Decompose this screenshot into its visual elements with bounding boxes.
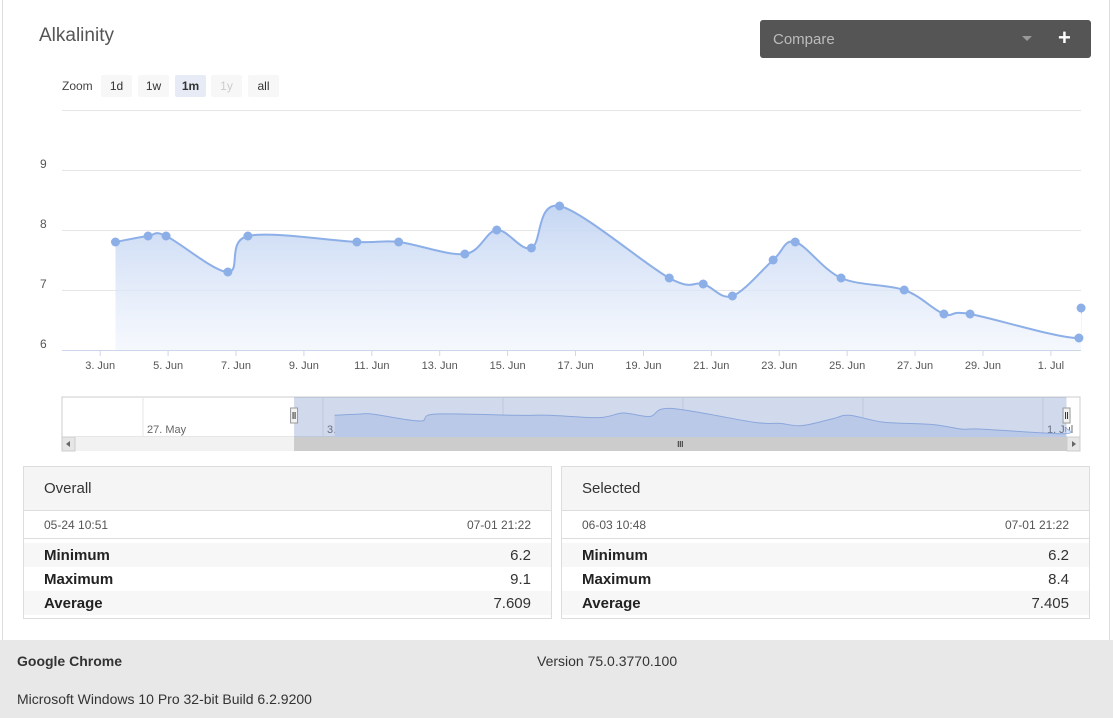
data-point bbox=[555, 201, 565, 211]
data-point bbox=[526, 243, 536, 253]
data-point bbox=[939, 309, 949, 319]
y-tick-label: 7 bbox=[40, 277, 47, 291]
data-point bbox=[899, 285, 909, 295]
stat-row: Maximum 9.1 bbox=[24, 567, 551, 591]
x-tick-label: 25. Jun bbox=[829, 360, 865, 372]
stat-value: 7.405 bbox=[1031, 594, 1069, 612]
stats-panel: Selected 06-03 10:48 07-01 21:22 Minimum 6.2… bbox=[561, 466, 1090, 619]
stat-label: Average bbox=[44, 594, 103, 612]
navigator-line bbox=[334, 407, 1072, 435]
arrow-right bbox=[1072, 441, 1076, 447]
x-tick-label: 13. Jun bbox=[422, 360, 458, 372]
chart: 6 7 8 9 3. Jun 5. Jun 7. Jun 9. Jun 11. Jun 13. J… bbox=[40, 110, 1086, 452]
x-tick-label: 7. Jun bbox=[221, 360, 251, 372]
data-point bbox=[223, 267, 233, 277]
series-line bbox=[115, 204, 1082, 340]
browser-version: Version 75.0.3770.100 bbox=[537, 653, 678, 669]
x-tick-label: 1. Jul bbox=[1038, 360, 1064, 372]
data-point bbox=[836, 273, 846, 283]
data-point bbox=[110, 237, 120, 247]
range-start: 06-03 10:48 bbox=[582, 517, 647, 532]
compare-dropdown[interactable]: Compare + bbox=[760, 20, 1091, 58]
add-button[interactable]: + bbox=[1058, 25, 1071, 50]
range-start: 05-24 10:51 bbox=[44, 517, 109, 532]
date-range: 06-03 10:48 07-01 21:22 bbox=[562, 511, 1089, 539]
x-tick-label: 21. Jun bbox=[693, 360, 729, 372]
x-tick-label: 5. Jun bbox=[153, 360, 183, 372]
browser-name: Google Chrome bbox=[17, 653, 123, 669]
stats-rows: Minimum 6.2 Maximum 8.4 Average 7.405 bbox=[562, 539, 1089, 615]
data-point bbox=[768, 255, 778, 265]
stat-label: Minimum bbox=[44, 546, 110, 564]
data-point bbox=[790, 237, 800, 247]
card bbox=[2, 0, 1110, 640]
arrow-left bbox=[66, 441, 70, 447]
stat-row: Minimum 6.2 bbox=[24, 543, 551, 567]
y-tick-label: 6 bbox=[40, 337, 47, 351]
x-tick-label: 11. Jun bbox=[354, 360, 389, 372]
data-point bbox=[352, 237, 362, 247]
chart-title: Alkalinity bbox=[39, 25, 114, 46]
y-tick-label: 8 bbox=[40, 217, 47, 231]
stat-row: Average 7.405 bbox=[562, 591, 1089, 615]
data-point bbox=[698, 279, 708, 289]
stat-label: Minimum bbox=[582, 546, 648, 564]
x-tick-label: 15. Jun bbox=[490, 360, 526, 372]
zoom-button: 1y bbox=[211, 75, 242, 97]
zoom-label: Zoom bbox=[62, 79, 93, 93]
compare-placeholder: Compare bbox=[773, 31, 835, 48]
navigator-handle[interactable] bbox=[1062, 407, 1071, 424]
zoom-button[interactable]: 1w bbox=[138, 75, 169, 97]
navigator-tick-label: 27. May bbox=[147, 424, 187, 436]
stat-value: 6.2 bbox=[1048, 546, 1069, 564]
y-tick-label: 9 bbox=[40, 157, 47, 171]
stats-panel: Overall 05-24 10:51 07-01 21:22 Minimum 6.2 M… bbox=[23, 466, 552, 619]
x-tick-label: 19. Jun bbox=[625, 360, 661, 372]
x-tick-label: 29. Jun bbox=[965, 360, 1001, 372]
navigator-mask bbox=[294, 397, 1067, 437]
stat-value: 6.2 bbox=[510, 546, 531, 564]
data-point bbox=[143, 231, 153, 241]
data-point bbox=[1074, 333, 1084, 343]
dropdown-caret[interactable] bbox=[1022, 36, 1032, 41]
data-point bbox=[460, 249, 470, 259]
data-point bbox=[664, 273, 674, 283]
range-end: 07-01 21:22 bbox=[1004, 517, 1069, 532]
zoom-button[interactable]: 1d bbox=[101, 75, 132, 97]
data-point bbox=[727, 291, 737, 301]
date-range: 05-24 10:51 07-01 21:22 bbox=[24, 511, 551, 539]
x-tick-label: 3. Jun bbox=[85, 360, 115, 372]
panel-title: Overall bbox=[24, 467, 551, 511]
stats-rows: Minimum 6.2 Maximum 9.1 Average 7.609 bbox=[24, 539, 551, 615]
os-info: Microsoft Windows 10 Pro 32-bit Build 6.… bbox=[17, 691, 312, 707]
zoom-button[interactable]: all bbox=[248, 75, 279, 97]
navigator-handle[interactable] bbox=[290, 407, 299, 424]
stat-row: Minimum 6.2 bbox=[562, 543, 1089, 567]
stat-value: 8.4 bbox=[1048, 570, 1069, 588]
system-info: Google Chrome Version 75.0.3770.100 Micr… bbox=[0, 640, 1113, 718]
data-point bbox=[394, 237, 404, 247]
data-point bbox=[1076, 303, 1086, 313]
stat-row: Average 7.609 bbox=[24, 591, 551, 615]
data-point bbox=[965, 309, 975, 319]
data-point bbox=[161, 231, 171, 241]
data-point bbox=[243, 231, 253, 241]
stat-label: Average bbox=[582, 594, 641, 612]
x-tick-label: 17. Jun bbox=[557, 360, 593, 372]
stat-value: 9.1 bbox=[510, 570, 531, 588]
panel-title: Selected bbox=[562, 467, 1089, 511]
x-tick-label: 9. Jun bbox=[289, 360, 319, 372]
area-fill bbox=[115, 205, 1082, 350]
data-point bbox=[492, 225, 502, 235]
stat-value: 7.609 bbox=[493, 594, 531, 612]
stat-label: Maximum bbox=[44, 570, 114, 588]
stat-row: Maximum 8.4 bbox=[562, 567, 1089, 591]
x-tick-label: 27. Jun bbox=[897, 360, 933, 372]
stat-label: Maximum bbox=[582, 570, 652, 588]
range-end: 07-01 21:22 bbox=[466, 517, 531, 532]
zoom-button[interactable]: 1m bbox=[175, 75, 206, 97]
x-tick-label: 23. Jun bbox=[761, 360, 797, 372]
